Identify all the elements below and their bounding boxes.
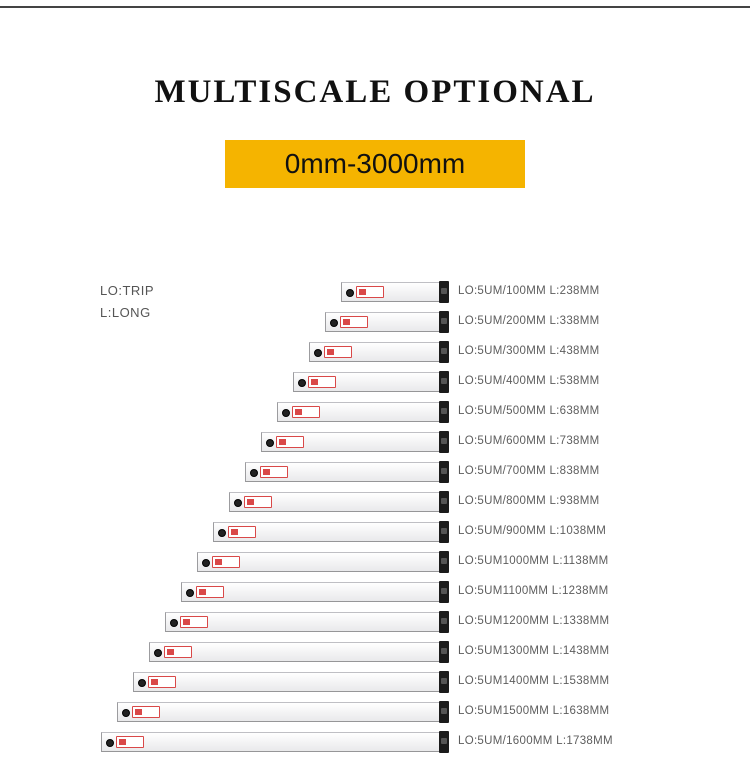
scale-row: LO:5UM1200MM L:1338MM: [0, 608, 750, 638]
scale-tag-icon: [116, 736, 144, 748]
scale-spec-label: LO:5UM1400MM L:1538MM: [458, 675, 609, 687]
scale-tag-icon: [292, 406, 320, 418]
scale-bar: [341, 282, 439, 302]
range-badge: 0mm-3000mm: [225, 140, 525, 188]
scale-row: LO:5UM1100MM L:1238MM: [0, 578, 750, 608]
scale-chart: LO:5UM/100MM L:238MM LO:5UM/200MM L:338MM…: [0, 278, 750, 758]
scale-bar: [117, 702, 439, 722]
scale-spec-label: LO:5UM/600MM L:738MM: [458, 435, 600, 447]
scale-row: LO:5UM1000MM L:1138MM: [0, 548, 750, 578]
scale-row: LO:5UM/700MM L:838MM: [0, 458, 750, 488]
scale-endcap-icon: [439, 551, 449, 573]
scale-spec-label: LO:5UM/1600MM L:1738MM: [458, 735, 613, 747]
scale-row: LO:5UM/300MM L:438MM: [0, 338, 750, 368]
scale-spec-label: LO:5UM/400MM L:538MM: [458, 375, 600, 387]
scale-spec-label: LO:5UM1000MM L:1138MM: [458, 555, 609, 567]
scale-row: LO:5UM/100MM L:238MM: [0, 278, 750, 308]
scale-bar: [181, 582, 439, 602]
scale-spec-label: LO:5UM1300MM L:1438MM: [458, 645, 609, 657]
scale-bar: [229, 492, 439, 512]
scale-row: LO:5UM/800MM L:938MM: [0, 488, 750, 518]
scale-tag-icon: [308, 376, 336, 388]
scale-endcap-icon: [439, 461, 449, 483]
scale-tag-icon: [212, 556, 240, 568]
scale-tag-icon: [340, 316, 368, 328]
scale-bar: [197, 552, 439, 572]
scale-spec-label: LO:5UM1200MM L:1338MM: [458, 615, 609, 627]
top-rule: [0, 6, 750, 8]
scale-bar: [293, 372, 439, 392]
scale-row: LO:5UM/400MM L:538MM: [0, 368, 750, 398]
scale-row: LO:5UM/500MM L:638MM: [0, 398, 750, 428]
scale-bar: [101, 732, 439, 752]
scale-tag-icon: [132, 706, 160, 718]
scale-bar: [133, 672, 439, 692]
scale-endcap-icon: [439, 281, 449, 303]
scale-bar: [277, 402, 439, 422]
scale-bar: [325, 312, 439, 332]
scale-endcap-icon: [439, 671, 449, 693]
scale-spec-label: LO:5UM/700MM L:838MM: [458, 465, 600, 477]
scale-row: LO:5UM/1600MM L:1738MM: [0, 728, 750, 758]
scale-endcap-icon: [439, 431, 449, 453]
scale-tag-icon: [324, 346, 352, 358]
scale-endcap-icon: [439, 581, 449, 603]
scale-endcap-icon: [439, 371, 449, 393]
scale-row: LO:5UM/900MM L:1038MM: [0, 518, 750, 548]
scale-tag-icon: [148, 676, 176, 688]
scale-spec-label: LO:5UM/800MM L:938MM: [458, 495, 600, 507]
scale-tag-icon: [276, 436, 304, 448]
scale-spec-label: LO:5UM/500MM L:638MM: [458, 405, 600, 417]
scale-row: LO:5UM/200MM L:338MM: [0, 308, 750, 338]
scale-bar: [149, 642, 439, 662]
scale-tag-icon: [244, 496, 272, 508]
page-title: MULTISCALE OPTIONAL: [0, 74, 750, 111]
scale-tag-icon: [356, 286, 384, 298]
scale-spec-label: LO:5UM1100MM L:1238MM: [458, 585, 609, 597]
scale-tag-icon: [180, 616, 208, 628]
scale-bar: [245, 462, 439, 482]
scale-spec-label: LO:5UM/200MM L:338MM: [458, 315, 600, 327]
scale-spec-label: LO:5UM/300MM L:438MM: [458, 345, 600, 357]
scale-tag-icon: [196, 586, 224, 598]
scale-row: LO:5UM/600MM L:738MM: [0, 428, 750, 458]
scale-endcap-icon: [439, 611, 449, 633]
scale-tag-icon: [260, 466, 288, 478]
scale-tag-icon: [228, 526, 256, 538]
scale-endcap-icon: [439, 341, 449, 363]
scale-row: LO:5UM1400MM L:1538MM: [0, 668, 750, 698]
scale-endcap-icon: [439, 731, 449, 753]
scale-bar: [261, 432, 439, 452]
scale-endcap-icon: [439, 641, 449, 663]
scale-endcap-icon: [439, 701, 449, 723]
scale-row: LO:5UM1500MM L:1638MM: [0, 698, 750, 728]
scale-endcap-icon: [439, 401, 449, 423]
scale-endcap-icon: [439, 491, 449, 513]
scale-endcap-icon: [439, 521, 449, 543]
scale-endcap-icon: [439, 311, 449, 333]
scale-bar: [309, 342, 439, 362]
scale-row: LO:5UM1300MM L:1438MM: [0, 638, 750, 668]
scale-spec-label: LO:5UM1500MM L:1638MM: [458, 705, 609, 717]
scale-spec-label: LO:5UM/900MM L:1038MM: [458, 525, 606, 537]
scale-bar: [213, 522, 439, 542]
scale-tag-icon: [164, 646, 192, 658]
scale-spec-label: LO:5UM/100MM L:238MM: [458, 285, 600, 297]
scale-bar: [165, 612, 439, 632]
